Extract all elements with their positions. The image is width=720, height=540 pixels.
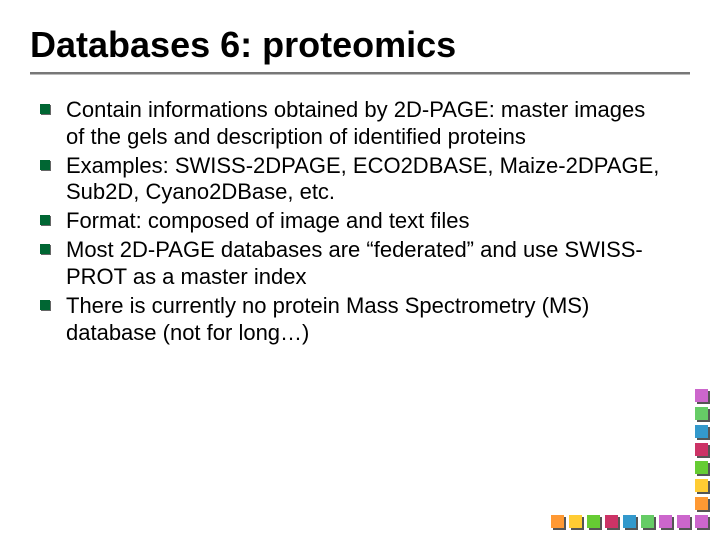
list-item-text: Contain informations obtained by 2D-PAGE… <box>66 97 645 149</box>
slide: Databases 6: proteomics Contain informat… <box>0 0 720 540</box>
bullet-list: Contain informations obtained by 2D-PAGE… <box>30 97 690 346</box>
deco-square-icon <box>569 515 584 530</box>
list-item: Format: composed of image and text files <box>66 208 660 235</box>
square-bullet-icon <box>40 244 51 255</box>
list-item-text: Format: composed of image and text files <box>66 208 470 233</box>
square-bullet-icon <box>40 160 51 171</box>
square-bullet-icon <box>40 104 51 115</box>
square-bullet-icon <box>40 215 51 226</box>
list-item-text: Examples: SWISS-2DPAGE, ECO2DBASE, Maize… <box>66 153 659 205</box>
list-item: There is currently no protein Mass Spect… <box>66 293 660 347</box>
decorative-squares-column <box>695 389 710 530</box>
list-item: Most 2D-PAGE databases are “federated” a… <box>66 237 660 291</box>
deco-square-icon <box>695 443 710 458</box>
deco-square-icon <box>695 425 710 440</box>
deco-square-icon <box>587 515 602 530</box>
deco-square-icon <box>659 515 674 530</box>
deco-square-icon <box>641 515 656 530</box>
deco-square-icon <box>695 407 710 422</box>
list-item: Contain informations obtained by 2D-PAGE… <box>66 97 660 151</box>
deco-square-icon <box>677 515 692 530</box>
deco-square-icon <box>695 479 710 494</box>
slide-title: Databases 6: proteomics <box>30 24 690 70</box>
decorative-squares-row <box>551 515 692 530</box>
deco-square-icon <box>605 515 620 530</box>
deco-square-icon <box>623 515 638 530</box>
list-item: Examples: SWISS-2DPAGE, ECO2DBASE, Maize… <box>66 153 660 207</box>
deco-square-icon <box>695 461 710 476</box>
deco-square-icon <box>695 515 710 530</box>
list-item-text: There is currently no protein Mass Spect… <box>66 293 589 345</box>
deco-square-icon <box>695 497 710 512</box>
title-underline <box>30 72 690 75</box>
list-item-text: Most 2D-PAGE databases are “federated” a… <box>66 237 643 289</box>
deco-square-icon <box>551 515 566 530</box>
square-bullet-icon <box>40 300 51 311</box>
deco-square-icon <box>695 389 710 404</box>
